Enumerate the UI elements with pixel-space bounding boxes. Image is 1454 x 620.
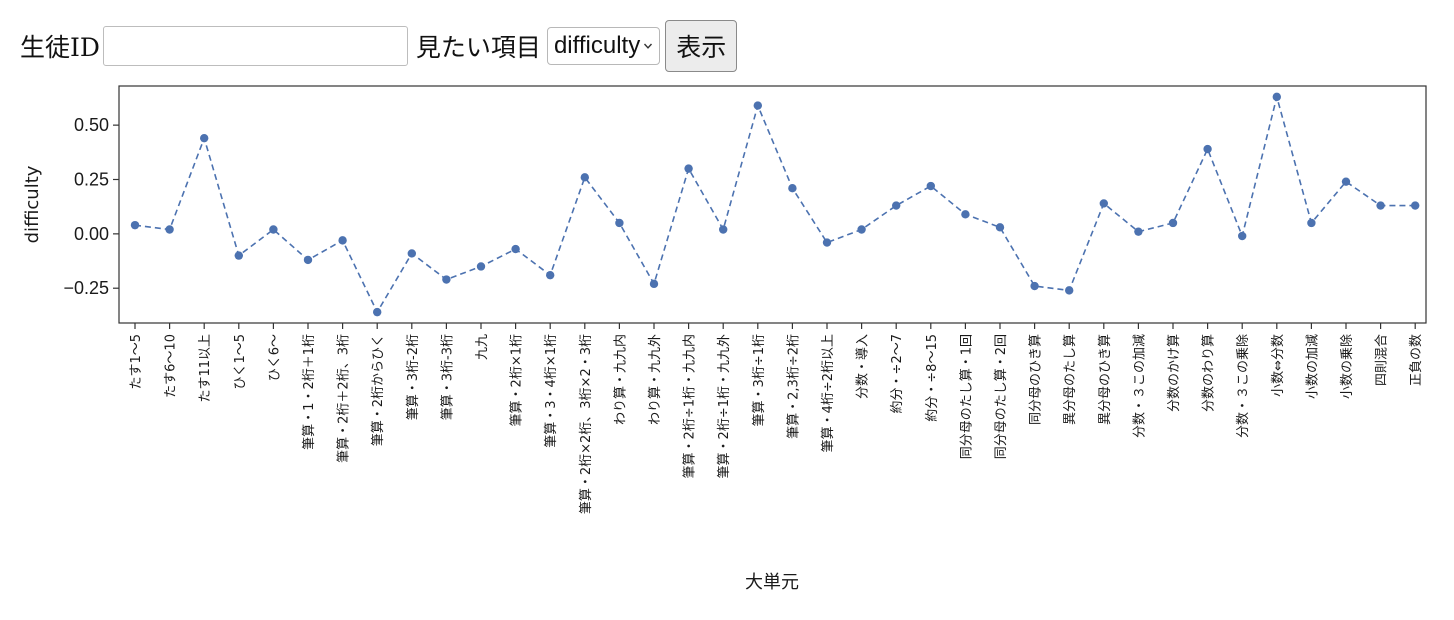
x-tick-label: 筆算・3桁÷1桁 xyxy=(752,334,767,426)
data-point xyxy=(1376,201,1385,210)
data-point xyxy=(269,225,278,234)
x-tick-label: たす11以上 xyxy=(198,334,213,403)
x-tick-label: 分数のかけ算 xyxy=(1167,334,1182,412)
student-id-input[interactable] xyxy=(102,26,408,66)
x-tick-label: 筆算・2,3桁÷2桁 xyxy=(786,334,801,439)
data-point xyxy=(338,236,347,245)
x-tick-label: 小数の乗除 xyxy=(1340,334,1355,399)
query-form: 生徒ID 見たい項目 difficulty 表示 xyxy=(20,20,738,72)
x-tick-label: 同分母のたし算・2回 xyxy=(994,334,1009,459)
x-tick-label: わり算・九九外 xyxy=(648,334,663,425)
data-point xyxy=(1030,281,1039,291)
data-point xyxy=(546,270,555,280)
data-point xyxy=(130,220,140,230)
x-tick-label: 筆算・2桁÷1桁・九九内 xyxy=(682,334,698,478)
data-point xyxy=(1099,199,1109,208)
x-tick-label: たす1〜5 xyxy=(129,334,144,390)
data-point xyxy=(1307,218,1316,228)
y-axis-title: difficulty xyxy=(22,165,43,243)
x-tick-label: 同分母のたし算・1回 xyxy=(959,334,974,459)
x-tick-label: 筆算・3桁-3桁 xyxy=(440,334,455,420)
data-point xyxy=(442,275,451,284)
data-point xyxy=(1134,227,1143,236)
data-point xyxy=(234,251,243,260)
data-point xyxy=(1411,201,1420,210)
item-label: 見たい項目 xyxy=(415,33,541,62)
x-tick-label: 筆算・3桁-2桁 xyxy=(406,334,421,420)
student-id-label: 生徒ID xyxy=(20,33,100,62)
plot-frame xyxy=(118,85,1427,324)
show-button[interactable]: 表示 xyxy=(665,20,738,72)
x-tick-label: ひく1〜5 xyxy=(233,334,248,390)
data-point xyxy=(373,307,382,317)
data-point xyxy=(857,225,866,234)
data-point xyxy=(511,244,520,254)
x-tick-label: 分数・導入 xyxy=(856,334,871,399)
x-tick-label: 筆算・2桁＋2桁、3桁 xyxy=(337,334,352,463)
difficulty-series-line xyxy=(134,93,1416,314)
x-tick-label: 筆算・1・2桁＋1桁 xyxy=(302,334,317,450)
x-tick-label: 約分・÷2〜7 xyxy=(890,334,905,413)
data-point xyxy=(1341,177,1351,186)
y-tick-label: 0.25 xyxy=(74,169,109,189)
data-point xyxy=(822,238,832,247)
data-point xyxy=(615,218,624,228)
x-axis-title: 大単元 xyxy=(745,572,799,593)
data-point xyxy=(1203,144,1212,154)
data-point xyxy=(1272,92,1282,102)
x-tick-label: 分数のわり算 xyxy=(1202,334,1217,412)
x-tick-label: 筆算・4桁÷2桁以上 xyxy=(821,334,836,452)
data-point xyxy=(719,225,728,234)
x-tick-label: たす6〜10 xyxy=(164,334,179,398)
data-point xyxy=(1238,231,1247,241)
data-point xyxy=(926,181,935,191)
data-point xyxy=(200,133,209,143)
x-tick-label: 分数・３この加減 xyxy=(1131,334,1147,438)
y-tick-label: 0.50 xyxy=(74,115,109,135)
x-tick-label: 小数⇔分数 xyxy=(1271,334,1286,397)
data-point xyxy=(961,210,970,219)
data-point xyxy=(649,279,659,289)
x-tick-label: 分数・３この乗除 xyxy=(1236,334,1251,438)
x-tick-label: 九九 xyxy=(475,334,490,360)
y-tick-label: 0.00 xyxy=(74,224,109,244)
x-tick-label: 異分母のひき算 xyxy=(1098,334,1113,425)
x-tick-label: 正負の数 xyxy=(1409,334,1424,386)
item-select[interactable]: difficulty xyxy=(546,27,661,65)
data-point xyxy=(892,201,901,210)
x-tick-label: 筆算・3・4桁×1桁 xyxy=(544,334,559,448)
data-point xyxy=(684,164,693,173)
data-point xyxy=(407,249,416,258)
data-point xyxy=(1168,218,1178,228)
data-point xyxy=(753,101,762,110)
data-point xyxy=(995,223,1005,232)
data-point xyxy=(580,173,589,182)
y-tick-label: −0.25 xyxy=(63,278,109,298)
chevron-down-icon xyxy=(644,43,653,49)
data-point xyxy=(165,225,174,234)
data-point xyxy=(303,255,313,265)
x-tick-label: 筆算・2桁×1桁 xyxy=(510,334,525,426)
x-tick-label: 筆算・2桁÷1桁・九九外 xyxy=(717,334,732,478)
x-tick-label: 同分母のひき算 xyxy=(1029,334,1044,425)
item-select-value: difficulty xyxy=(553,32,641,59)
x-tick-label: 筆算・2桁からひく xyxy=(371,334,386,446)
data-point xyxy=(476,262,486,271)
x-tick-label: 異分母のたし算 xyxy=(1063,334,1078,425)
x-tick-label: わり算・九九内 xyxy=(612,334,628,425)
series-group xyxy=(130,92,1420,317)
data-point xyxy=(1065,286,1074,295)
x-tick-label: 筆算・2桁×2桁、3桁×2・3桁 xyxy=(579,334,594,514)
data-point xyxy=(788,183,797,193)
x-tick-label: 四則混合 xyxy=(1375,334,1390,386)
x-tick-label: 約分・÷8〜15 xyxy=(925,334,940,422)
x-tick-label: ひく6〜 xyxy=(267,334,282,381)
x-tick-label: 小数の加減 xyxy=(1304,334,1320,399)
